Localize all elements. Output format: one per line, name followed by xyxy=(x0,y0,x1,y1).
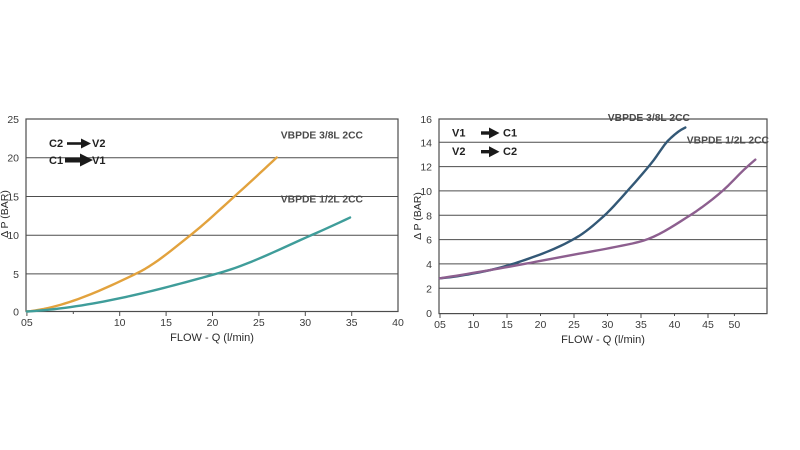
svg-text:20: 20 xyxy=(207,317,219,329)
svg-text:FLOW - Q (l/min): FLOW - Q (l/min) xyxy=(170,332,254,344)
svg-text:C1: C1 xyxy=(49,155,63,167)
svg-text:V1: V1 xyxy=(452,128,465,140)
svg-text:6: 6 xyxy=(426,235,432,247)
svg-text:12: 12 xyxy=(420,162,432,174)
svg-text:35: 35 xyxy=(635,319,647,331)
svg-text:0: 0 xyxy=(13,307,19,319)
svg-text:V2: V2 xyxy=(452,146,465,158)
svg-text:15: 15 xyxy=(501,319,513,331)
svg-text:VBPDE 3/8L 2CC: VBPDE 3/8L 2CC xyxy=(608,113,691,124)
svg-text:Δ P (BAR): Δ P (BAR) xyxy=(0,190,11,238)
svg-text:0: 0 xyxy=(426,308,432,320)
svg-text:40: 40 xyxy=(392,317,404,329)
svg-text:V1: V1 xyxy=(92,155,105,167)
svg-text:50: 50 xyxy=(729,319,741,331)
svg-text:30: 30 xyxy=(299,317,311,329)
svg-text:V2: V2 xyxy=(92,138,105,150)
svg-text:10: 10 xyxy=(468,319,480,331)
svg-text:C2: C2 xyxy=(503,146,517,158)
svg-text:4: 4 xyxy=(426,259,432,271)
svg-text:FLOW - Q (l/min): FLOW - Q (l/min) xyxy=(561,334,645,346)
svg-text:VBPDE 1/2L 2CC: VBPDE 1/2L 2CC xyxy=(281,195,364,206)
svg-text:Δ P (BAR): Δ P (BAR) xyxy=(412,192,424,240)
svg-text:C2: C2 xyxy=(49,138,63,150)
svg-text:16: 16 xyxy=(420,114,432,126)
svg-text:10: 10 xyxy=(114,317,126,329)
svg-text:VBPDE 3/8L 2CC: VBPDE 3/8L 2CC xyxy=(281,131,364,142)
svg-text:2: 2 xyxy=(426,283,432,295)
svg-text:15: 15 xyxy=(160,317,172,329)
svg-text:40: 40 xyxy=(669,319,681,331)
svg-text:05: 05 xyxy=(21,317,33,329)
svg-text:25: 25 xyxy=(7,114,19,126)
svg-text:VBPDE 1/2L 2CC: VBPDE 1/2L 2CC xyxy=(687,136,770,147)
svg-text:35: 35 xyxy=(346,317,358,329)
svg-text:05: 05 xyxy=(434,319,446,331)
svg-text:20: 20 xyxy=(535,319,547,331)
svg-text:45: 45 xyxy=(702,319,714,331)
svg-text:8: 8 xyxy=(426,210,432,222)
svg-text:14: 14 xyxy=(420,137,432,149)
svg-text:5: 5 xyxy=(13,269,19,281)
svg-text:C1: C1 xyxy=(503,128,517,140)
svg-text:25: 25 xyxy=(253,317,265,329)
svg-text:20: 20 xyxy=(7,153,19,165)
svg-text:25: 25 xyxy=(568,319,580,331)
svg-text:30: 30 xyxy=(602,319,614,331)
